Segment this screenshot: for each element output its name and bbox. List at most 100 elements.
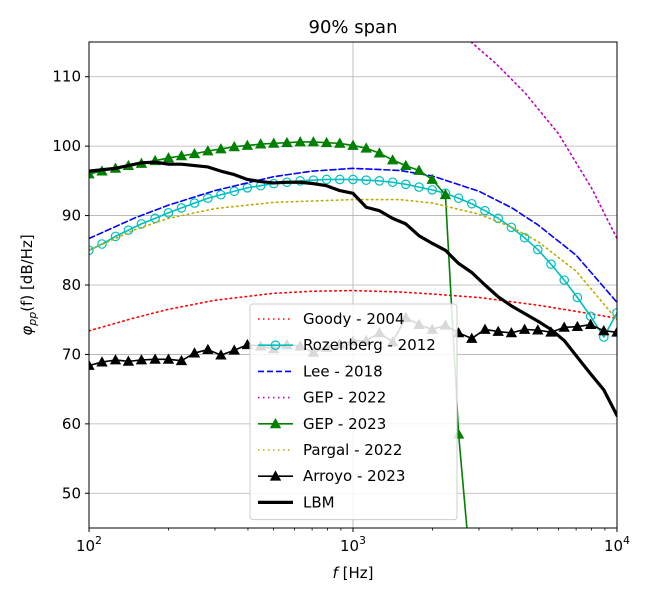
series-line [89,198,617,321]
data-point [123,225,134,235]
data-point [109,354,122,365]
legend-label: Lee - 2018 [303,362,383,380]
y-tick-label: 110 [52,68,81,86]
data-point [387,177,398,188]
data-point [189,198,200,208]
ticks: 50 60 70 80 90 100 110 102 103 104 [52,68,630,555]
data-point [215,349,227,360]
data-point [347,139,359,150]
y-tick-label: 90 [62,207,81,225]
data-point [518,323,531,334]
series-pargal-2022 [89,198,617,321]
y-tick-label: 70 [62,345,81,363]
data-point [228,344,240,355]
data-point [533,244,543,255]
x-tick-label: 104 [604,534,630,555]
legend-label: LBM [303,493,335,511]
data-point [361,175,371,185]
x-axis-symbol: f [333,564,341,582]
data-point [558,321,570,332]
data-point [307,136,320,147]
data-point [215,143,227,154]
legend-label: GEP - 2022 [303,389,386,407]
data-point [519,232,530,243]
data-point [268,137,280,148]
data-point [374,176,385,186]
x-tick-label: 102 [76,534,102,555]
data-point [135,354,148,365]
data-point [97,239,107,249]
x-tick-label: 103 [340,534,366,555]
legend-item: Arroyo - 2023 [258,467,405,485]
series-line [470,42,617,240]
data-point [176,203,187,213]
data-point [584,318,597,329]
data-point [162,353,175,364]
data-point [89,359,95,370]
data-point [546,259,556,269]
data-point [466,332,478,343]
x-axis-unit: [Hz] [338,564,374,582]
data-point [175,150,188,161]
legend-marker [269,417,282,429]
legend-item: LBM [258,493,335,511]
y-tick-label: 60 [62,415,81,433]
data-point [320,136,333,148]
data-point [203,193,213,204]
series-lbm [89,160,617,418]
data-point [401,179,411,190]
legend-label: Arroyo - 2023 [303,467,405,485]
legend-item: Rozenberg - 2012 [258,336,436,354]
data-point [149,353,161,364]
series-lee-2018 [89,167,617,304]
series-line [89,160,617,418]
y-axis-symbol: φ [18,326,36,336]
legend-marker [270,340,281,350]
legend-label: GEP - 2023 [303,415,386,433]
data-point [96,356,108,367]
y-axis-rest: (f) [dB/Hz] [18,234,36,311]
data-point [598,324,610,336]
data-point [175,354,188,366]
data-point [202,145,214,156]
data-point [188,347,201,358]
data-point [427,185,437,195]
y-tick-label: 100 [52,137,81,155]
data-point [122,355,135,366]
data-point [373,147,386,158]
data-point [506,222,517,233]
data-point [202,343,214,354]
y-axis-title: φpp(f) [dB/Hz] [18,234,39,335]
x-axis-title: f [Hz] [333,564,374,582]
data-point [439,188,452,200]
data-point [466,198,477,209]
data-point [492,325,504,336]
legend-item: GEP - 2023 [258,415,386,433]
legend-item: Lee - 2018 [258,362,383,380]
data-point [360,142,372,153]
data-point [571,320,584,332]
series-line [89,167,617,304]
legend-box [249,303,458,521]
legend-marker [269,470,282,481]
y-tick-label: 80 [62,276,81,294]
legend-item: Goody - 2004 [258,310,405,328]
data-point [162,152,175,163]
legend-label: Pargal - 2022 [303,441,402,459]
data-point [426,173,438,184]
data-point [532,324,544,335]
data-point [334,137,346,148]
data-point [505,327,518,338]
legend-label: Goody - 2004 [303,310,405,328]
legend: Goody - 2004 Rozenberg - 2012 Lee - 2018 GE… [249,303,458,521]
data-point [413,164,425,175]
legend-item: Pargal - 2022 [258,441,402,459]
y-tick-label: 50 [62,484,81,502]
data-point [228,141,240,152]
data-point [216,189,226,200]
data-point [163,207,174,218]
chart-title: 90% span [309,17,398,38]
data-point [321,174,332,185]
data-point [255,138,267,149]
